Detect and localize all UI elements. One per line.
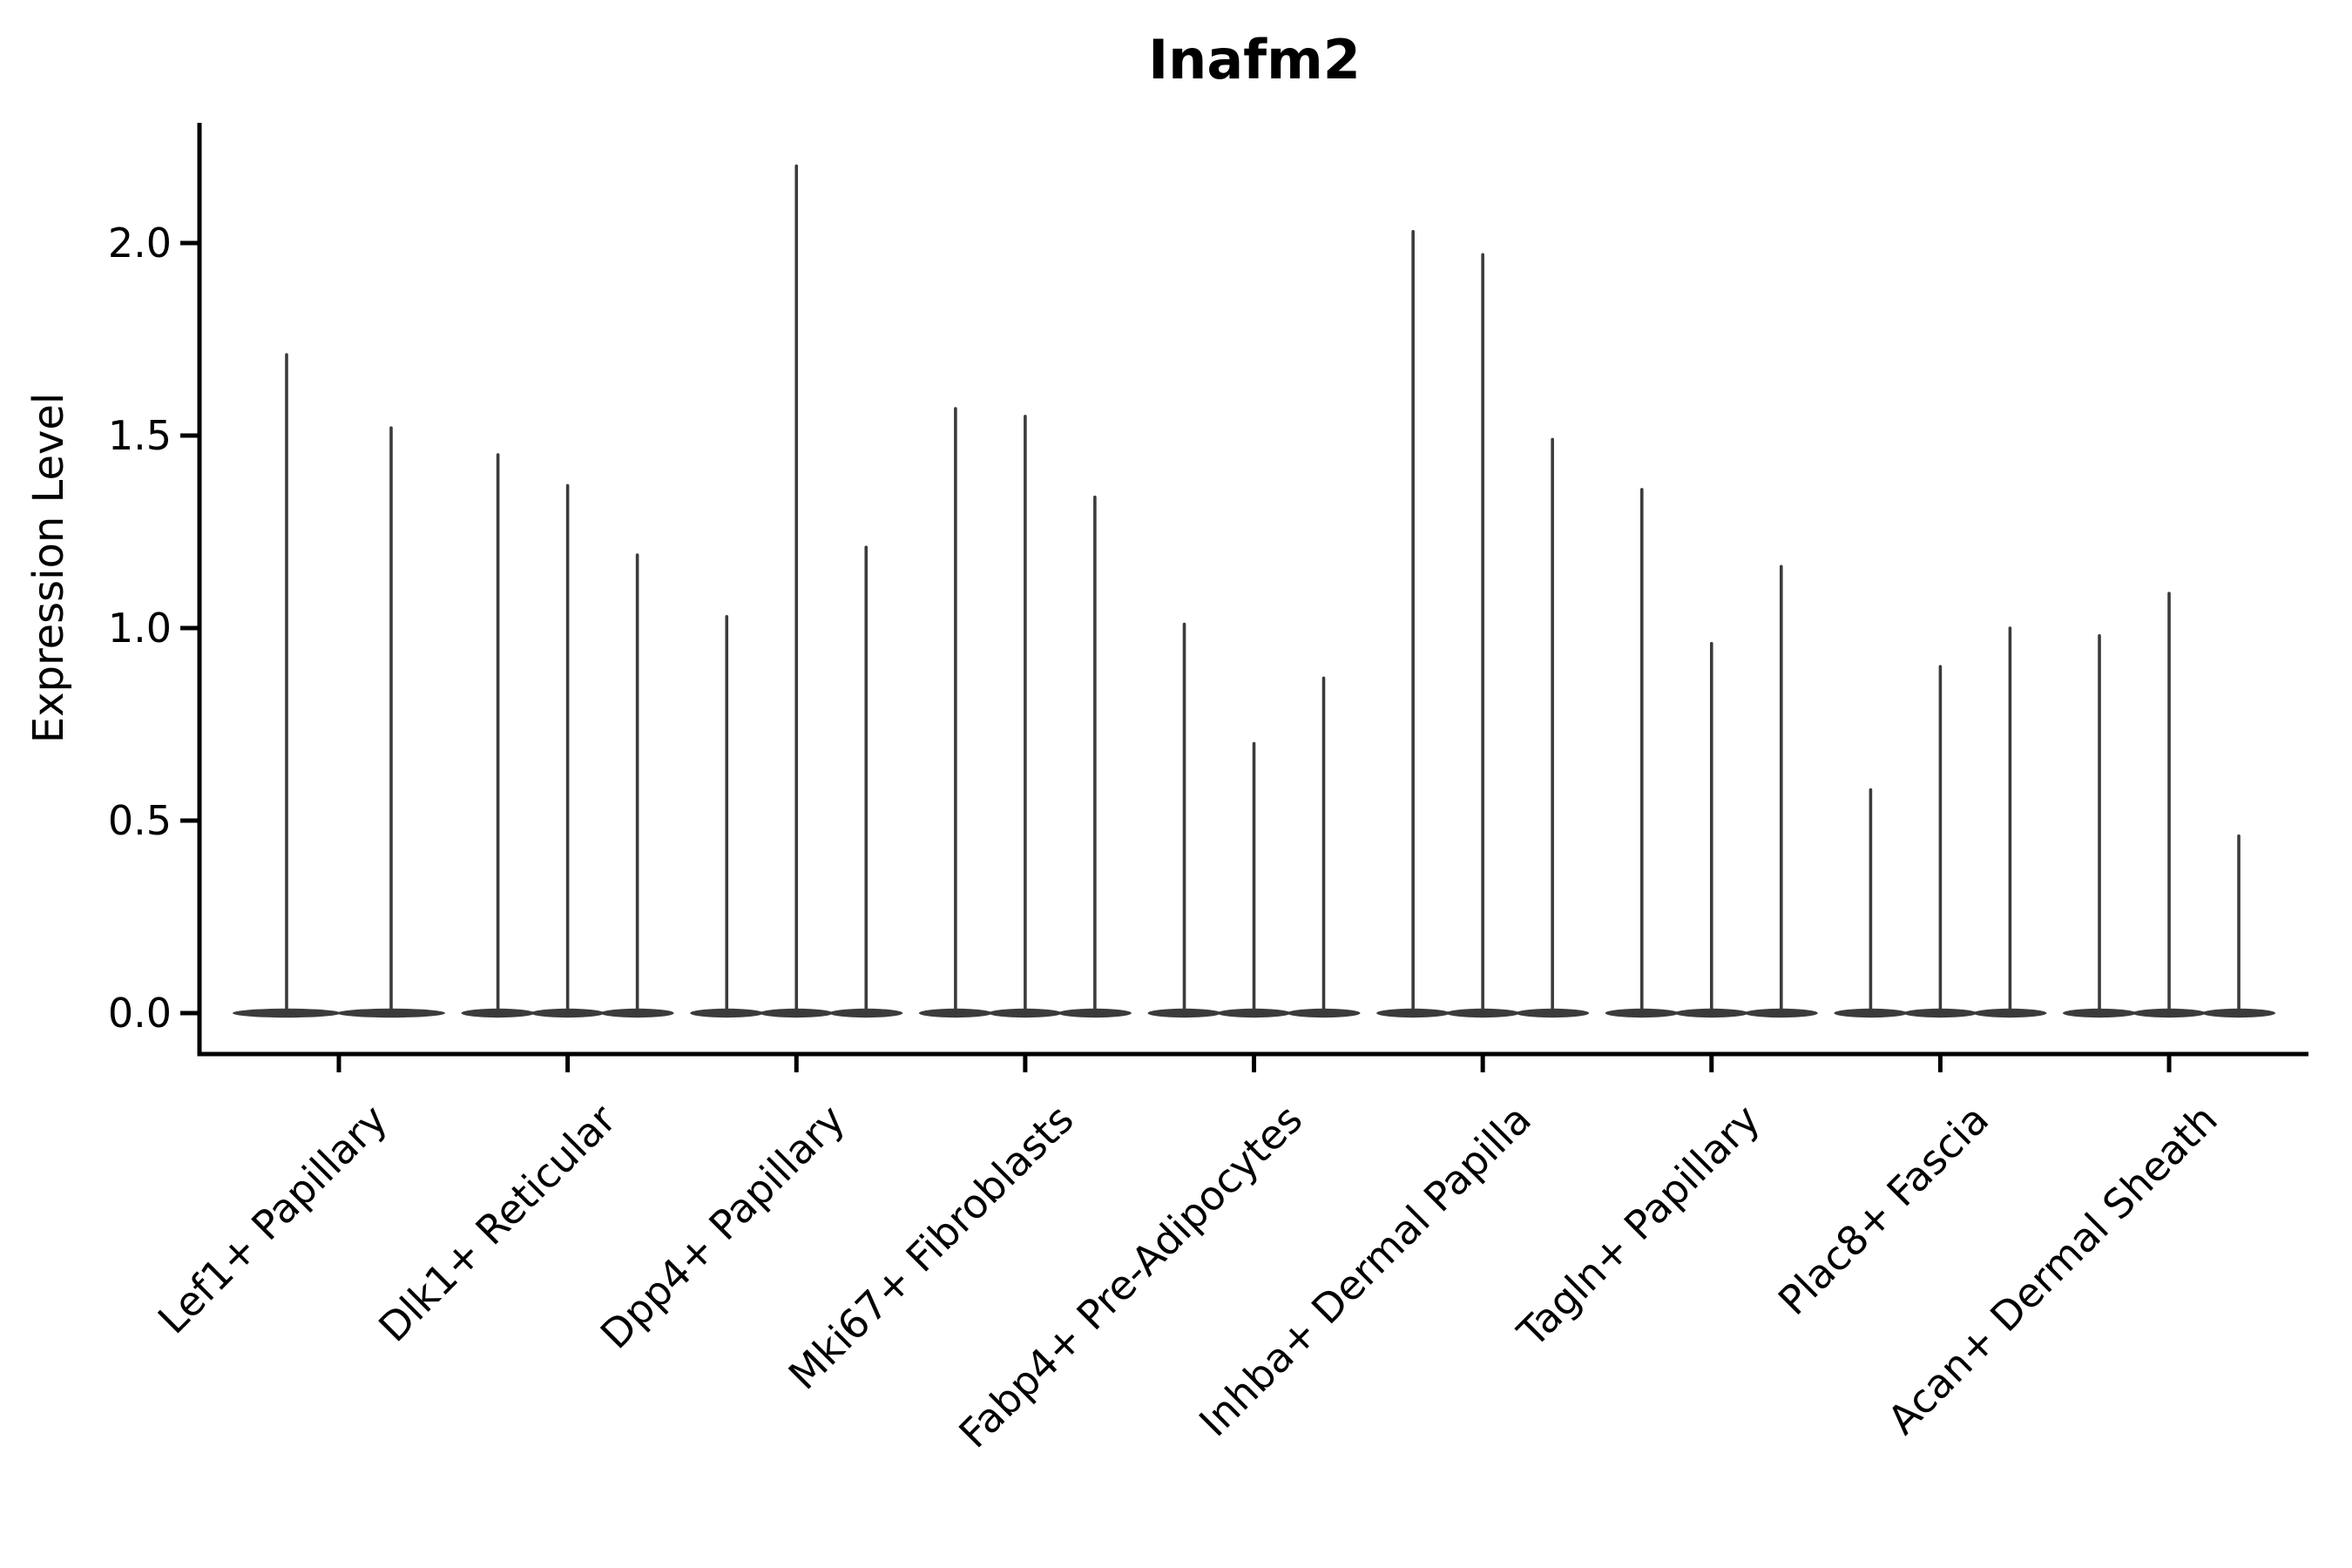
violin-group: [690, 164, 903, 1018]
violin-group: [1605, 488, 1818, 1018]
x-tick-label: Dpp4+ Papillary: [591, 1096, 854, 1358]
violins-layer: [233, 164, 2276, 1018]
x-tick-label: Plac8+ Fascia: [1769, 1096, 1997, 1324]
violin-group: [1376, 229, 1590, 1018]
x-tick-label: Tagln+ Papillary: [1508, 1096, 1769, 1357]
violin-group: [2063, 591, 2276, 1018]
chart-title: Inafm2: [1148, 28, 1361, 91]
y-tick-label: 0.0: [108, 990, 172, 1037]
y-tick-label: 2.0: [108, 220, 172, 267]
y-tick-label: 0.5: [108, 797, 172, 844]
x-tick-label: Lef1+ Papillary: [149, 1096, 396, 1343]
x-tick-label: Dlk1+ Reticular: [369, 1096, 625, 1351]
violin-group: [233, 353, 445, 1018]
y-tick-label: 1.5: [108, 412, 172, 459]
violin-group: [1834, 626, 2047, 1018]
violin-group: [461, 453, 674, 1018]
y-axis-label: Expression Level: [24, 393, 73, 744]
violin-group: [918, 407, 1132, 1018]
violin-group: [1147, 622, 1361, 1018]
y-tick-label: 1.0: [108, 605, 172, 652]
